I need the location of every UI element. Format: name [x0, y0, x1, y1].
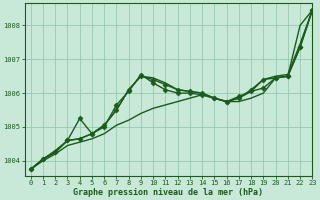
X-axis label: Graphe pression niveau de la mer (hPa): Graphe pression niveau de la mer (hPa) — [74, 188, 263, 197]
